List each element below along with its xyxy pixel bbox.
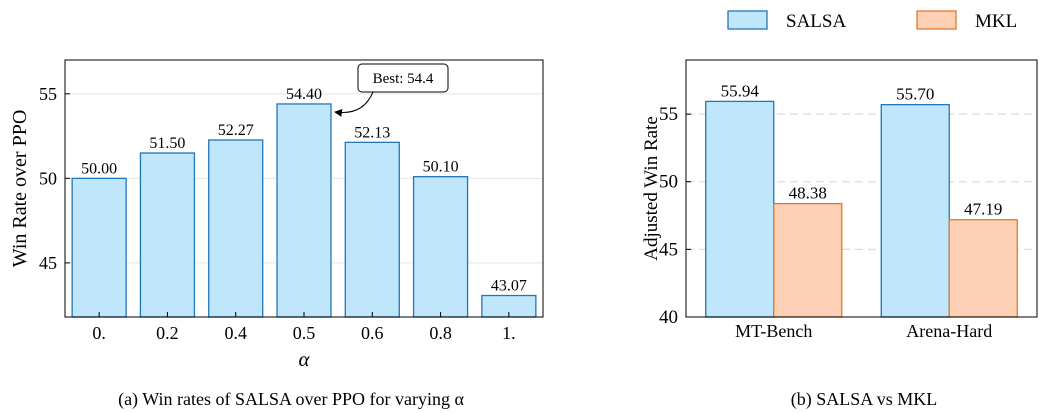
bar-MKL-MT-Bench [773,202,843,318]
x-tick-label: 0.2 [156,323,179,343]
x-tick-label: Arena-Hard [906,321,992,341]
chart-a-annotation: Best: 54.4 [334,63,449,117]
bar-0.4 [208,139,264,318]
legend-item-SALSA: SALSA [727,10,846,32]
chart-a-bars: 50.00 51.50 52.27 54.40 52.13 50.10 43.07 [71,86,537,318]
chart-b-y-ticks: 40 45 50 55 [659,104,691,328]
data-label: 51.50 [149,135,185,152]
chart-a-x-axis-label: α [298,347,310,371]
data-label: 52.13 [354,124,390,141]
bar-SALSA-Arena-Hard [880,103,950,318]
legend-swatch [727,10,768,30]
data-label: 52.27 [218,122,254,139]
data-label: 43.07 [491,278,527,295]
y-tick-label: 55 [39,84,57,104]
annotation-text: Best: 54.4 [373,71,434,87]
x-tick-label: 1. [502,323,516,343]
x-tick-label: 0. [92,323,106,343]
annotation-box [357,63,449,93]
legend-label: MKL [975,11,1017,32]
x-tick-label: 0.8 [429,323,452,343]
data-label: 50.10 [423,159,459,176]
data-label: 55.70 [896,85,934,104]
x-tick-label: 0.6 [361,323,384,343]
legend-swatch [916,10,957,30]
chart-a-y-axis-label: Win Rate over PPO [9,110,31,268]
chart-a-caption: (a) Win rates of SALSA over PPO for vary… [118,389,464,410]
x-tick-label: 0.5 [293,323,316,343]
data-label: 55.94 [721,81,760,100]
data-label: 48.38 [789,184,827,203]
y-tick-label: 50 [659,172,678,193]
chart-a-y-ticks: 45 50 55 [39,84,70,273]
data-label: 54.40 [286,86,322,103]
bar-SALSA-MT-Bench [705,100,775,318]
chart-b-caption: (b) SALSA vs MKL [791,389,938,410]
chart-b-frame [685,59,1038,318]
y-tick-label: 45 [659,239,678,260]
data-label: 47.19 [964,200,1002,219]
y-tick-label: 45 [39,253,57,273]
y-tick-label: 40 [659,307,678,328]
x-tick-label: 0.4 [224,323,247,343]
y-tick-label: 50 [39,168,57,188]
bar-0.8 [412,176,469,318]
bar-0.2 [139,152,196,318]
x-tick-label: MT-Bench [735,321,812,341]
bar-0.5 [276,103,332,318]
chart-b-y-axis-label: Adjusted Win Rate [641,116,662,261]
chart-b-legend: SALSA MKL [727,10,1017,32]
legend-label: SALSA [786,11,846,32]
annotation-arrow [334,91,374,117]
legend-item-MKL: MKL [916,10,1017,32]
bar-0.6 [344,141,400,318]
bar-0. [71,177,127,318]
chart-b-x-ticks: MT-Bench Arena-Hard [735,321,992,341]
chart-a-x-ticks: 0. 0.2 0.4 0.5 0.6 0.8 1. [92,312,516,343]
chart-b-bars: 55.94 48.38 55.70 47.19 [705,81,1018,318]
chart-b: 55.94 48.38 55.70 47.19 40 45 50 55 MT-Bench Ar… [641,10,1038,410]
chart-a: 50.00 51.50 52.27 54.40 52.13 50.10 43.07 45 50… [9,59,544,410]
data-label: 50.00 [81,160,117,177]
y-tick-label: 55 [659,104,678,125]
bar-MKL-Arena-Hard [948,219,1018,318]
